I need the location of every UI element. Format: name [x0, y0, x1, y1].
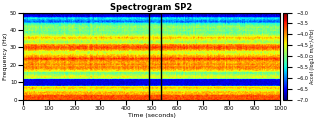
Y-axis label: Frequency (Hz): Frequency (Hz): [4, 33, 8, 80]
X-axis label: Time (seconds): Time (seconds): [128, 113, 176, 117]
Bar: [149, 13, 161, 100]
Y-axis label: Accel (log10 m/s²/√Hz): Accel (log10 m/s²/√Hz): [310, 28, 315, 84]
Title: Spectrogram SP2: Spectrogram SP2: [110, 4, 193, 12]
